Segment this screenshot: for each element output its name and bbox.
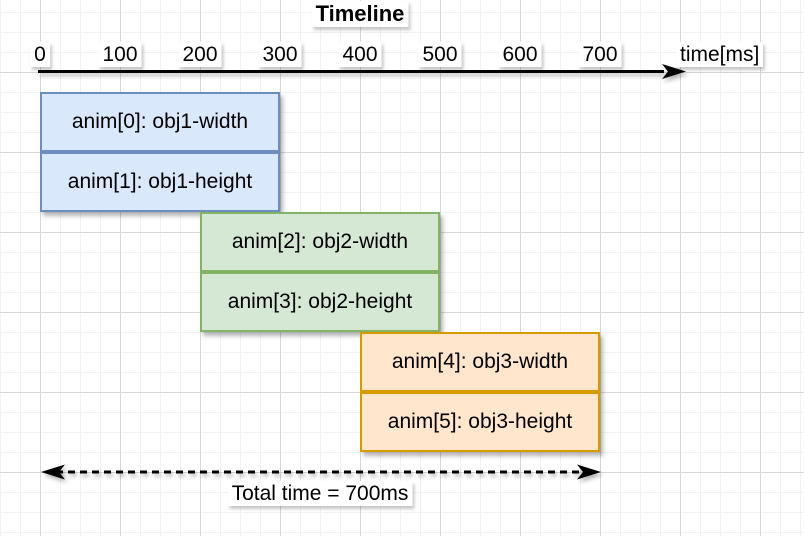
axis-tick-0: 0 [30, 42, 50, 67]
track-anim-0-label: anim[0]: obj1-width [71, 110, 249, 133]
track-anim-3-label: anim[3]: obj2-height [227, 290, 413, 313]
axis-tick-400: 400 [338, 42, 382, 67]
axis-tick-500: 500 [418, 42, 462, 67]
track-anim-3: anim[3]: obj2-height [200, 272, 440, 332]
track-anim-5-label: anim[5]: obj3-height [387, 410, 573, 433]
track-anim-1-label: anim[1]: obj1-height [67, 170, 253, 193]
total-time-label: Total time = 700ms [227, 481, 413, 506]
track-anim-2: anim[2]: obj2-width [200, 212, 440, 272]
axis-tick-700: 700 [578, 42, 622, 67]
axis-unit-label: time[ms] [676, 42, 764, 67]
axis-tick-300: 300 [258, 42, 302, 67]
track-anim-1: anim[1]: obj1-height [40, 152, 280, 212]
diagram-title: Timeline [311, 1, 409, 27]
axis-tick-600: 600 [498, 42, 542, 67]
track-anim-5: anim[5]: obj3-height [360, 392, 600, 452]
axis-tick-200: 200 [178, 42, 222, 67]
track-anim-0: anim[0]: obj1-width [40, 92, 280, 152]
total-time-right-arrowhead-icon [577, 464, 601, 480]
track-anim-2-label: anim[2]: obj2-width [231, 230, 409, 253]
axis-tick-100: 100 [98, 42, 142, 67]
track-anim-4: anim[4]: obj3-width [360, 332, 600, 392]
track-anim-4-label: anim[4]: obj3-width [391, 350, 569, 373]
total-time-left-arrowhead-icon [41, 464, 65, 480]
